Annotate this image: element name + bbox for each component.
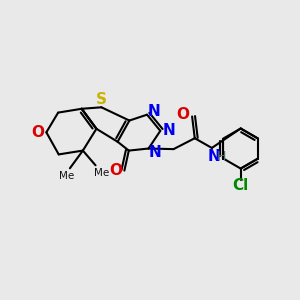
Text: O: O <box>176 107 189 122</box>
Text: S: S <box>96 92 107 106</box>
Text: N: N <box>147 103 160 118</box>
Text: Me: Me <box>94 168 109 178</box>
Text: N: N <box>163 123 175 138</box>
Text: O: O <box>110 163 123 178</box>
Text: N: N <box>148 146 161 160</box>
Text: H: H <box>217 150 226 163</box>
Text: N: N <box>208 149 220 164</box>
Text: Cl: Cl <box>232 178 249 193</box>
Text: Me: Me <box>59 171 74 181</box>
Text: O: O <box>32 125 45 140</box>
